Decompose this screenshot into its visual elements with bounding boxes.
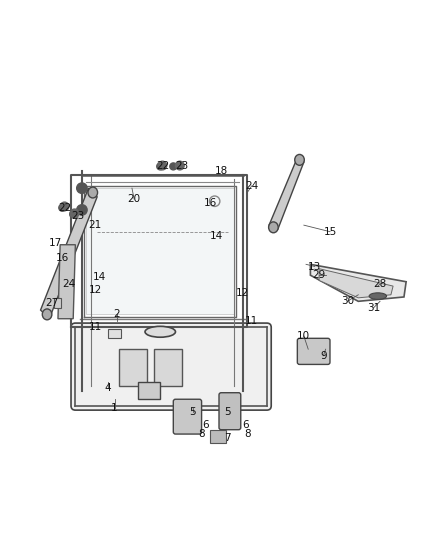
FancyBboxPatch shape xyxy=(219,393,241,430)
Circle shape xyxy=(60,202,69,211)
Bar xyxy=(86,188,234,314)
Text: 21: 21 xyxy=(88,220,102,230)
Polygon shape xyxy=(58,245,75,319)
Text: 18: 18 xyxy=(215,166,228,176)
Polygon shape xyxy=(269,158,304,230)
Text: 6: 6 xyxy=(203,421,209,430)
Bar xyxy=(210,430,226,443)
Circle shape xyxy=(176,161,184,170)
Text: 2: 2 xyxy=(113,309,120,319)
Text: 11: 11 xyxy=(245,316,258,326)
Circle shape xyxy=(157,163,164,170)
Text: 16: 16 xyxy=(56,253,69,263)
Polygon shape xyxy=(319,269,393,298)
Ellipse shape xyxy=(42,309,52,320)
Text: 28: 28 xyxy=(374,279,387,289)
Text: 31: 31 xyxy=(367,303,380,313)
Circle shape xyxy=(170,163,177,170)
Text: 4: 4 xyxy=(105,383,111,393)
Ellipse shape xyxy=(268,222,278,233)
Text: 11: 11 xyxy=(88,322,102,333)
Polygon shape xyxy=(41,188,97,319)
Circle shape xyxy=(77,205,87,215)
Text: 5: 5 xyxy=(224,407,231,417)
Circle shape xyxy=(70,209,79,218)
Text: 5: 5 xyxy=(190,407,196,417)
Text: 16: 16 xyxy=(204,198,217,208)
Text: 1: 1 xyxy=(111,403,118,413)
Text: 27: 27 xyxy=(45,298,58,309)
Circle shape xyxy=(158,161,167,170)
Text: 24: 24 xyxy=(245,181,258,191)
Text: 15: 15 xyxy=(323,227,337,237)
Text: 6: 6 xyxy=(242,421,248,430)
Text: 22: 22 xyxy=(156,161,169,172)
Text: 12: 12 xyxy=(237,288,250,297)
Circle shape xyxy=(70,211,77,218)
Text: 23: 23 xyxy=(175,161,189,172)
FancyBboxPatch shape xyxy=(71,323,271,410)
Bar xyxy=(138,382,160,399)
Text: 23: 23 xyxy=(71,212,84,221)
Bar xyxy=(53,298,61,308)
Text: 22: 22 xyxy=(58,203,71,213)
Polygon shape xyxy=(311,264,406,301)
Text: 10: 10 xyxy=(297,331,311,341)
Text: 14: 14 xyxy=(210,231,223,241)
Bar xyxy=(154,349,182,386)
Ellipse shape xyxy=(145,326,176,337)
FancyBboxPatch shape xyxy=(173,399,201,434)
Text: 29: 29 xyxy=(312,270,326,280)
Text: 9: 9 xyxy=(320,351,327,361)
Text: 12: 12 xyxy=(88,286,102,295)
Text: 30: 30 xyxy=(341,296,354,306)
Circle shape xyxy=(59,204,66,211)
FancyBboxPatch shape xyxy=(297,338,330,365)
Ellipse shape xyxy=(369,293,387,300)
Text: 8: 8 xyxy=(244,429,251,439)
Circle shape xyxy=(77,183,87,193)
Text: 7: 7 xyxy=(224,433,231,443)
Ellipse shape xyxy=(88,187,98,198)
Text: 13: 13 xyxy=(308,262,321,271)
Text: 24: 24 xyxy=(62,279,75,289)
Ellipse shape xyxy=(295,155,304,165)
Bar xyxy=(119,349,147,386)
Text: 8: 8 xyxy=(198,429,205,439)
Bar xyxy=(108,329,121,338)
Text: 14: 14 xyxy=(93,272,106,282)
Text: 20: 20 xyxy=(127,194,141,204)
Text: 17: 17 xyxy=(49,238,63,247)
